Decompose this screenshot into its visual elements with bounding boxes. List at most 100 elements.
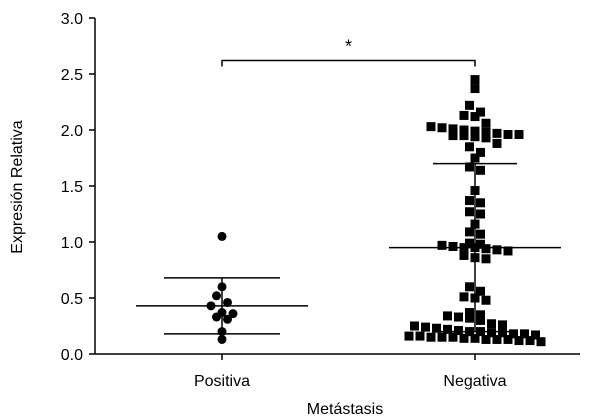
data-point-negativa — [476, 147, 485, 157]
data-point-positiva — [223, 297, 232, 307]
x-tick-label: Negativa — [443, 373, 506, 390]
data-point-negativa — [476, 315, 485, 325]
data-point-negativa — [503, 129, 513, 139]
data-point-negativa — [465, 227, 474, 237]
data-point-negativa — [459, 250, 469, 260]
data-point-negativa — [487, 319, 496, 329]
data-point-positiva — [212, 312, 221, 322]
data-point-negativa — [492, 128, 502, 138]
data-point-negativa — [415, 331, 425, 341]
data-point-negativa — [404, 331, 414, 341]
data-point-negativa — [437, 332, 447, 342]
data-point-positiva — [228, 309, 238, 319]
data-point-negativa — [465, 100, 474, 110]
data-point-negativa — [432, 323, 441, 333]
data-point-negativa — [443, 311, 452, 321]
data-point-negativa — [509, 329, 518, 339]
data-point-negativa — [470, 126, 480, 136]
data-point-negativa — [470, 75, 480, 85]
y-tick-label: 2.5 — [61, 67, 83, 84]
x-tick-label: Positiva — [194, 373, 250, 390]
data-point-negativa — [476, 209, 485, 219]
data-point-negativa — [481, 244, 491, 254]
data-point-negativa — [470, 333, 480, 343]
data-point-negativa — [531, 330, 540, 340]
data-point-negativa — [459, 110, 469, 120]
data-point-negativa — [454, 325, 463, 335]
data-point-negativa — [520, 329, 529, 339]
data-point-negativa — [465, 196, 474, 206]
data-point-negativa — [514, 129, 524, 139]
significance-bracket — [221, 59, 476, 67]
data-point-negativa — [459, 333, 469, 343]
data-point-negativa — [503, 246, 513, 256]
data-point-negativa — [459, 292, 469, 302]
data-point-positiva — [217, 334, 227, 344]
data-point-negativa — [448, 124, 458, 134]
mean-sd-bars — [136, 162, 561, 335]
data-point-negativa — [492, 138, 502, 148]
significance-asterisk: * — [345, 37, 352, 57]
data-point-positiva — [223, 314, 232, 324]
data-point-positiva — [212, 291, 221, 301]
data-point-negativa — [476, 165, 485, 175]
significance-annotation: * — [221, 37, 476, 67]
data-point-negativa — [498, 328, 507, 338]
data-point-negativa — [465, 142, 474, 152]
data-point-negativa — [421, 322, 430, 332]
data-point-negativa — [465, 313, 474, 323]
y-axis-title: Expresión Relativa — [9, 120, 26, 254]
data-point-negativa — [470, 112, 480, 122]
data-point-negativa — [487, 328, 496, 338]
data-point-negativa — [525, 336, 535, 346]
data-point-negativa — [470, 84, 480, 94]
data-point-negativa — [437, 123, 447, 133]
data-point-negativa — [476, 239, 485, 249]
data-point-negativa — [426, 332, 436, 342]
data-point-negativa — [465, 282, 474, 292]
data-point-negativa — [492, 334, 502, 344]
data-point-negativa — [459, 131, 469, 141]
data-point-negativa — [481, 334, 491, 344]
data-point-negativa — [470, 132, 480, 142]
data-point-negativa — [410, 321, 419, 331]
data-points — [206, 75, 546, 347]
data-point-negativa — [536, 337, 546, 347]
data-point-negativa — [465, 162, 474, 172]
data-point-negativa — [492, 245, 502, 255]
x-axis-title: Metástasis — [307, 401, 383, 418]
y-tick-label: 0.5 — [61, 291, 83, 308]
data-point-negativa — [476, 229, 485, 239]
data-point-negativa — [498, 320, 507, 330]
axes: 0.0 0.5 1.0 1.5 2.0 2.5 3.0 Positiva Negativa — [61, 11, 580, 390]
data-point-negativa — [465, 207, 474, 217]
y-tick-label: 1.0 — [61, 235, 83, 252]
data-point-negativa — [476, 107, 485, 117]
data-point-negativa — [470, 153, 480, 163]
data-point-negativa — [448, 332, 458, 342]
data-point-negativa — [476, 310, 485, 320]
y-tick-label: 1.5 — [61, 179, 83, 196]
data-point-negativa — [514, 336, 524, 346]
data-point-negativa — [465, 238, 474, 248]
data-point-negativa — [481, 133, 491, 143]
data-point-negativa — [481, 254, 491, 264]
data-point-negativa — [465, 308, 474, 318]
data-point-negativa — [426, 122, 436, 132]
data-point-negativa — [443, 324, 452, 334]
data-point-negativa — [476, 198, 485, 208]
y-tick-label: 0.0 — [61, 347, 83, 364]
data-point-negativa — [481, 127, 491, 137]
data-point-negativa — [454, 312, 463, 322]
data-point-negativa — [481, 295, 491, 305]
data-point-negativa — [503, 334, 513, 344]
data-point-negativa — [448, 131, 458, 141]
y-tick-label: 2.0 — [61, 123, 83, 140]
data-point-positiva — [217, 231, 227, 241]
y-tick-label: 3.0 — [61, 11, 83, 28]
data-point-negativa — [476, 286, 485, 296]
data-point-negativa — [448, 241, 458, 251]
data-point-negativa — [459, 125, 469, 135]
data-point-negativa — [437, 240, 447, 250]
